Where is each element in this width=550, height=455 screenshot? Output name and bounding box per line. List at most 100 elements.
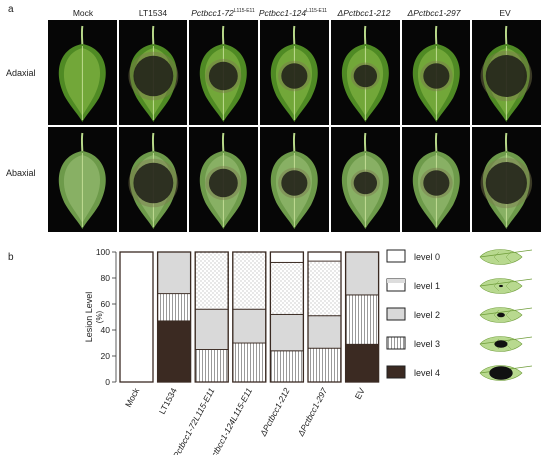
- legend-leaf-icon: [479, 249, 533, 265]
- column-label-pctbcc1-124: Pctbcc1-124L115-E11: [258, 8, 328, 18]
- bar-outline: [344, 251, 380, 383]
- legend-swatch-shade: [387, 279, 405, 283]
- y-axis-unit: (%): [95, 310, 104, 323]
- y-tick-label: 100: [96, 247, 110, 257]
- lesion-spot: [281, 63, 308, 89]
- leaf-drawing: [200, 25, 248, 122]
- leaf-photo-adaxial-6: [401, 20, 471, 125]
- bar-segment-level-1: [194, 251, 229, 310]
- leaf-drawing: [412, 25, 460, 122]
- bar-segment-level-3: [157, 293, 192, 322]
- legend-swatch: [386, 336, 406, 350]
- legend-label: level 2: [414, 310, 440, 320]
- y-axis-label: Lesion Level: [84, 292, 94, 343]
- panel-a-letter: a: [8, 4, 14, 15]
- bar-segment-level-2: [157, 251, 192, 295]
- legend-label: level 3: [414, 339, 440, 349]
- column-label-mock: Mock: [72, 8, 94, 18]
- leaf-drawing: [341, 25, 389, 122]
- bar-segment-level-0: [119, 251, 154, 383]
- bar-segment-level-2: [232, 308, 267, 344]
- bar-segment-level-1: [269, 261, 304, 315]
- leaf-photo-adaxial-5: [330, 20, 400, 125]
- leaf-drawing: [58, 132, 106, 229]
- bar-outline: [194, 251, 229, 383]
- legend-swatch: [386, 365, 406, 379]
- legend-leaf-icon: [479, 365, 533, 381]
- leaf-photo-abaxial-5: [330, 127, 400, 232]
- legend-label: level 0: [414, 252, 440, 262]
- lesion-spot: [281, 170, 308, 196]
- leaf-photo-adaxial-3: [189, 20, 259, 125]
- bar-segment-level-2: [307, 315, 342, 349]
- leaf-photo-abaxial-3: [189, 127, 259, 232]
- y-tick-label: 60: [101, 299, 111, 309]
- bar-segment-level-3: [345, 294, 380, 345]
- lesion-spot: [209, 61, 239, 91]
- bar-segment-level-0: [307, 251, 342, 262]
- bar-outline: [269, 251, 305, 383]
- bar-segment-level-3: [194, 349, 229, 383]
- bar-segment-level-3: [307, 347, 342, 383]
- bar-segment-level-2: [345, 251, 380, 296]
- leaf-photo-abaxial-7: [472, 127, 541, 232]
- leaf-photo-adaxial-7: [472, 20, 541, 125]
- lesion-spot: [133, 162, 173, 204]
- bar-segment-level-4: [345, 343, 380, 383]
- column-label-ev: EV: [499, 8, 511, 18]
- x-tick-label: Pctbcc1-72L115-E11: [171, 386, 217, 455]
- bar-segment-level-3: [269, 350, 304, 383]
- leaf-drawing: [271, 25, 318, 122]
- bar-outline: [232, 251, 267, 383]
- x-tick-label: EV: [353, 386, 367, 401]
- legend-leaf-icon: [479, 278, 533, 294]
- bar-outline: [307, 251, 342, 383]
- column-label-lt1534: LT1534: [138, 8, 168, 18]
- bar-segment-level-4: [157, 320, 192, 383]
- leaf-photo-grid: [48, 20, 541, 232]
- column-label-pctbcc1-72: Pctbcc1-72L115-E11: [191, 8, 255, 18]
- y-tick-label: 80: [101, 273, 111, 283]
- lesion-spot: [422, 170, 449, 196]
- bar-segment-level-3: [232, 342, 267, 383]
- leaf-drawing: [200, 132, 248, 229]
- lesion-level-chart: 0 20 40 60 80 100 Lesion Level (%) Mock LT1534Pct…: [84, 247, 533, 455]
- lesion-spot: [486, 162, 528, 204]
- x-tick-label: LT1534: [157, 386, 179, 416]
- lesion-spot: [209, 168, 239, 198]
- leaf-drawing: [412, 132, 460, 229]
- bar-outline: [119, 251, 154, 383]
- legend-label: level 1: [414, 281, 440, 291]
- leaf-photo-abaxial-6: [401, 127, 471, 232]
- column-label-pctbcc1-297: ΔPctbcc1-297: [407, 8, 461, 18]
- panel-b-letter: b: [8, 252, 14, 263]
- legend-swatch: [386, 307, 406, 321]
- leaf-drawing: [341, 132, 389, 229]
- leaf-drawing: [128, 132, 178, 229]
- legend-swatch: [386, 249, 406, 263]
- bar-segment-level-1: [307, 260, 342, 317]
- leaf-drawing: [58, 25, 106, 122]
- x-tick-label: ΔPctbcc1-297: [295, 386, 329, 439]
- column-label-pctbcc1-212: ΔPctbcc1-212: [337, 8, 391, 18]
- y-tick-label: 20: [101, 351, 111, 361]
- bar-segment-level-2: [194, 308, 229, 350]
- x-tick-label: ΔPctbcc1-212: [258, 386, 292, 439]
- leaf-drawing: [480, 25, 533, 122]
- leaf-photo-abaxial-4: [260, 127, 329, 232]
- bar-segment-level-1: [232, 251, 267, 310]
- row-label-adaxial: Adaxial: [6, 68, 36, 78]
- legend-leaf-icon: [479, 307, 533, 323]
- leaf-drawing: [271, 132, 318, 229]
- lesion-spot: [486, 55, 528, 97]
- legend-leaf-icon: [479, 336, 533, 352]
- leaf-photo-adaxial-1: [48, 20, 117, 125]
- lesion-spot: [133, 55, 173, 97]
- lesion-spot: [353, 171, 377, 195]
- leaf-drawing: [480, 132, 533, 229]
- leaf-photo-abaxial-2: [118, 127, 188, 232]
- legend-label: level 4: [414, 368, 440, 378]
- lesion-spot: [422, 63, 449, 89]
- bar-segment-level-0: [269, 251, 304, 263]
- leaf-drawing: [128, 25, 178, 122]
